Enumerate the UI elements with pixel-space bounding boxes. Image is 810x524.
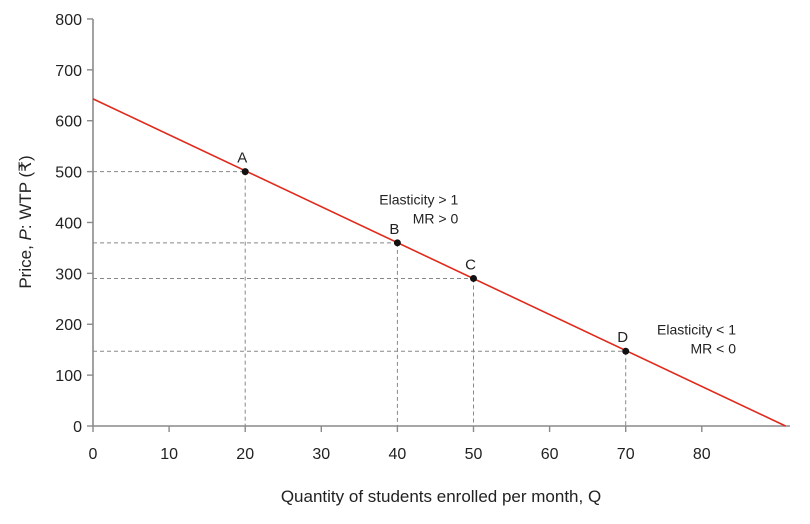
y-tick-label: 600 — [55, 114, 82, 131]
x-tick-label: 40 — [389, 446, 407, 463]
point-label-a: A — [237, 150, 247, 167]
annotation-0-line: Elasticity > 1 — [379, 192, 458, 208]
annotation-0-line: MR > 0 — [413, 211, 459, 227]
y-axis-label: Price, P: WTP (₹) — [16, 155, 35, 288]
y-tick-label: 800 — [55, 12, 82, 29]
annotation-1-line: MR < 0 — [691, 340, 737, 356]
demand-line — [92, 98, 786, 427]
point-a — [241, 168, 249, 176]
point-label-b: B — [389, 221, 399, 238]
y-tick-label: 200 — [55, 317, 82, 334]
annotation-1-line: Elasticity < 1 — [657, 321, 736, 337]
x-tick-label: 20 — [236, 446, 254, 463]
x-tick-label: 60 — [541, 446, 559, 463]
point-d — [622, 347, 630, 355]
y-tick-label: 700 — [55, 63, 82, 80]
points-group: A B C D — [237, 150, 630, 355]
axes: 0 100 200 300 400 500 600 700 800 0 10 20 30 40 50 60 70… — [55, 12, 790, 463]
point-label-d: D — [617, 329, 628, 346]
x-tick-label: 80 — [693, 446, 711, 463]
y-tick-label: 0 — [73, 419, 82, 436]
guide-lines — [93, 171, 627, 426]
x-tick-label: 70 — [617, 446, 635, 463]
x-tick-label: 10 — [160, 446, 178, 463]
annotations-group: Elasticity > 1 MR > 0 Elasticity < 1 MR < 0 — [379, 192, 736, 357]
y-tick-label: 500 — [55, 165, 82, 182]
point-c — [470, 274, 477, 282]
y-tick-label: 400 — [55, 215, 82, 232]
y-tick-label: 100 — [55, 368, 82, 385]
point-label-c: C — [465, 256, 476, 273]
y-tick-label: 300 — [55, 266, 82, 283]
x-tick-label: 30 — [312, 446, 330, 463]
demand-line-group — [92, 98, 786, 427]
x-tick-label: 50 — [465, 446, 483, 463]
x-axis-label: Quantity of students enrolled per month,… — [281, 487, 601, 506]
x-tick-label: 0 — [89, 446, 98, 463]
point-b — [393, 239, 401, 247]
